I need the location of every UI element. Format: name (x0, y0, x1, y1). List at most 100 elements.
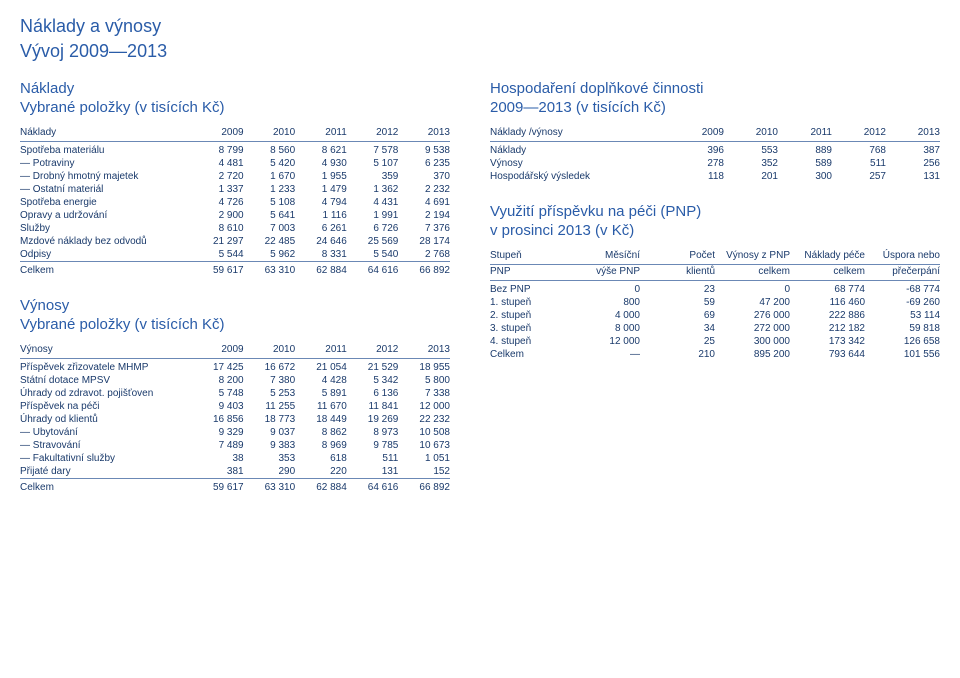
col-header: 2013 (398, 343, 450, 359)
cell: Příspěvek zřizovatele MHMP (20, 359, 192, 375)
cell: 5 420 (244, 157, 296, 170)
cell: — (565, 348, 640, 361)
table-row: Hospodářský výsledek118201300257131 (490, 170, 940, 183)
naklady-subheading: Vybrané položky (v tisících Kč) (20, 99, 450, 116)
cell: 59 617 (192, 262, 244, 278)
cell: 173 342 (790, 335, 865, 348)
cell: Úhrady od zdravot. pojišťoven (20, 387, 192, 400)
cell: 353 (244, 452, 296, 465)
hosp-table: Náklady /výnosy 2009 2010 2011 2012 2013… (490, 126, 940, 183)
cell: 5 962 (244, 248, 296, 262)
cell: — Potraviny (20, 157, 192, 170)
cell: 0 (565, 281, 640, 297)
col-header: 2012 (347, 343, 399, 359)
cell: 4. stupeň (490, 335, 565, 348)
col-header: Výnosy z PNP (715, 249, 790, 265)
cell: 212 182 (790, 322, 865, 335)
cell: 18 773 (244, 413, 296, 426)
cell: 63 310 (244, 479, 296, 495)
col-header: 2011 (295, 126, 347, 142)
cell: 5 253 (244, 387, 296, 400)
cell: 889 (778, 142, 832, 158)
cell: 300 000 (715, 335, 790, 348)
cell: 1 233 (244, 183, 296, 196)
cell: 4 691 (398, 196, 450, 209)
cell: 396 (670, 142, 724, 158)
cell: 63 310 (244, 262, 296, 278)
cell: 511 (347, 452, 399, 465)
cell: 1 670 (244, 170, 296, 183)
table-row: Výnosy278352589511256 (490, 157, 940, 170)
vynosy-total-row: Celkem59 61763 31062 88464 61666 892 (20, 479, 450, 495)
cell: 24 646 (295, 235, 347, 248)
cell: Výnosy (490, 157, 670, 170)
cell: — Drobný hmotný majetek (20, 170, 192, 183)
col-header: 2010 (244, 343, 296, 359)
cell: Celkem (20, 262, 192, 278)
cell: 5 891 (295, 387, 347, 400)
cell: 69 (640, 309, 715, 322)
cell: 257 (832, 170, 886, 183)
cell: 272 000 (715, 322, 790, 335)
cell: 7 578 (347, 142, 399, 158)
cell: Státní dotace MPSV (20, 374, 192, 387)
page-title: Náklady a výnosy (20, 16, 940, 37)
cell: 8 610 (192, 222, 244, 235)
cell: 7 380 (244, 374, 296, 387)
cell: Hospodářský výsledek (490, 170, 670, 183)
table-row: Úhrady od klientů16 85618 77318 44919 26… (20, 413, 450, 426)
cell: 1 362 (347, 183, 399, 196)
cell: 9 383 (244, 439, 296, 452)
cell: Odpisy (20, 248, 192, 262)
cell: 201 (724, 170, 778, 183)
cell: 1 955 (295, 170, 347, 183)
cell: 300 (778, 170, 832, 183)
table-row: Příspěvek na péči9 40311 25511 67011 841… (20, 400, 450, 413)
cell: Opravy a udržování (20, 209, 192, 222)
col-header: 2011 (778, 126, 832, 142)
cell: 25 569 (347, 235, 399, 248)
cell: 2 720 (192, 170, 244, 183)
cell: 3. stupeň (490, 322, 565, 335)
page-subtitle: Vývoj 2009—2013 (20, 41, 940, 62)
cell: 131 (347, 465, 399, 479)
cell: 8 969 (295, 439, 347, 452)
cell: 68 774 (790, 281, 865, 297)
table-row: Státní dotace MPSV8 2007 3804 4285 3425 … (20, 374, 450, 387)
cell: — Stravování (20, 439, 192, 452)
table-row: — Ostatní materiál1 3371 2331 4791 3622 … (20, 183, 450, 196)
cell: Celkem (20, 479, 192, 495)
cell: 9 785 (347, 439, 399, 452)
cell: 59 818 (865, 322, 940, 335)
table-row: Služby8 6107 0036 2616 7267 376 (20, 222, 450, 235)
cell: Úhrady od klientů (20, 413, 192, 426)
cell: 9 538 (398, 142, 450, 158)
cell: 278 (670, 157, 724, 170)
cell: 5 800 (398, 374, 450, 387)
cell: 7 003 (244, 222, 296, 235)
cell: 10 673 (398, 439, 450, 452)
cell: 2 900 (192, 209, 244, 222)
col-header: Náklady /výnosy (490, 126, 670, 142)
cell: 38 (192, 452, 244, 465)
cell: 6 235 (398, 157, 450, 170)
hosp-subheading: 2009—2013 (v tisících Kč) (490, 99, 940, 116)
cell: Služby (20, 222, 192, 235)
cell: 59 (640, 296, 715, 309)
table-row: — Drobný hmotný majetek2 7201 6701 95535… (20, 170, 450, 183)
cell: 9 329 (192, 426, 244, 439)
cell: 1 337 (192, 183, 244, 196)
cell: 1 991 (347, 209, 399, 222)
cell: 4 428 (295, 374, 347, 387)
col-header: 2012 (832, 126, 886, 142)
cell: 800 (565, 296, 640, 309)
col-header: 2011 (295, 343, 347, 359)
cell: Spotřeba materiálu (20, 142, 192, 158)
cell: 8 000 (565, 322, 640, 335)
pnp-heading: Využití příspěvku na péči (PNP) (490, 203, 940, 220)
col-header: 2010 (244, 126, 296, 142)
cell: 11 841 (347, 400, 399, 413)
cell: 359 (347, 170, 399, 183)
table-row: Spotřeba materiálu8 7998 5608 6217 5789 … (20, 142, 450, 158)
cell: 8 973 (347, 426, 399, 439)
